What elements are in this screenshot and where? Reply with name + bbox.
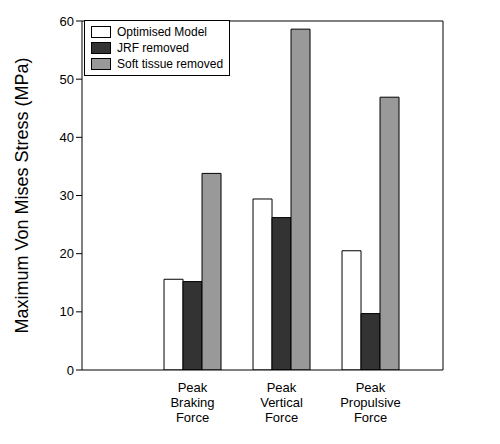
svg-text:30: 30: [60, 188, 74, 203]
html-text:Soft tissue removed: Soft tissue removed: [117, 57, 224, 71]
html-text:JRF removed: JRF removed: [117, 41, 189, 55]
svg-text:PeakVerticalForce: PeakVerticalForce: [260, 380, 303, 425]
html-text:Optimised Model: Optimised Model: [117, 25, 207, 39]
svg-text:50: 50: [60, 72, 74, 87]
svg-text:60: 60: [60, 14, 74, 29]
svg-text:40: 40: [60, 130, 74, 145]
svg-text:0: 0: [67, 363, 74, 378]
svg-text:20: 20: [60, 246, 74, 261]
svg-text:10: 10: [60, 304, 74, 319]
svg-text:PeakPropulsiveForce: PeakPropulsiveForce: [340, 380, 401, 425]
svg-text:PeakBrakingForce: PeakBrakingForce: [170, 380, 214, 425]
svg-text:Maximum Von Mises Stress (MPa): Maximum Von Mises Stress (MPa): [12, 57, 32, 333]
